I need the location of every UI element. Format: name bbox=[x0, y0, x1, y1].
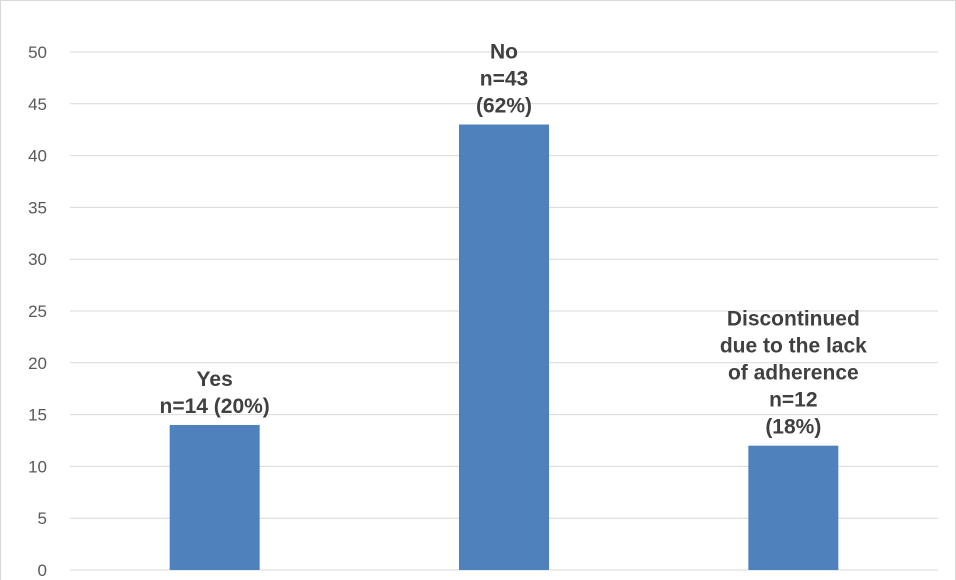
bar-data-label-line: n=12 bbox=[769, 389, 817, 412]
bar-data-label-2: Discontinued due to the lack of adherence n… bbox=[720, 308, 867, 439]
y-tick-label: 25 bbox=[28, 302, 47, 321]
y-tick-label: 40 bbox=[28, 147, 47, 166]
y-axis-ticks: 0 5 10 15 20 25 30 35 40 45 50 bbox=[28, 43, 47, 580]
bar-data-label-1: No n=43 (62%) bbox=[476, 41, 532, 118]
bars bbox=[169, 124, 839, 571]
bar-1 bbox=[459, 124, 549, 571]
y-tick-label: 35 bbox=[28, 198, 47, 217]
y-tick-label: 5 bbox=[38, 509, 47, 528]
bar-data-label-line: Yes bbox=[197, 368, 233, 391]
y-tick-label: 50 bbox=[28, 43, 47, 62]
bar-data-label-line: n=14 (20%) bbox=[160, 395, 270, 418]
bar-data-labels: Yes n=14 (20%) No n=43 (62%) Discontinued due … bbox=[160, 41, 868, 439]
bar-data-label-line: No bbox=[490, 41, 518, 64]
bar-data-label-0: Yes n=14 (20%) bbox=[160, 368, 270, 418]
y-tick-label: 45 bbox=[28, 95, 47, 114]
y-tick-label: 20 bbox=[28, 354, 47, 373]
y-tick-label: 30 bbox=[28, 250, 47, 269]
bar-data-label-line: (18%) bbox=[765, 416, 821, 439]
y-tick-label: 10 bbox=[28, 457, 47, 476]
bar-data-label-line: due to the lack bbox=[720, 335, 867, 358]
bar-data-label-line: n=43 bbox=[480, 68, 528, 91]
y-tick-label: 15 bbox=[28, 406, 47, 425]
bar-data-label-line: (62%) bbox=[476, 95, 532, 118]
bar-data-label-line: Discontinued bbox=[727, 308, 860, 331]
bar-2 bbox=[748, 445, 839, 570]
y-tick-label: 0 bbox=[38, 561, 47, 580]
bar-data-label-line: of adherence bbox=[728, 362, 859, 385]
bar-0 bbox=[169, 424, 260, 570]
